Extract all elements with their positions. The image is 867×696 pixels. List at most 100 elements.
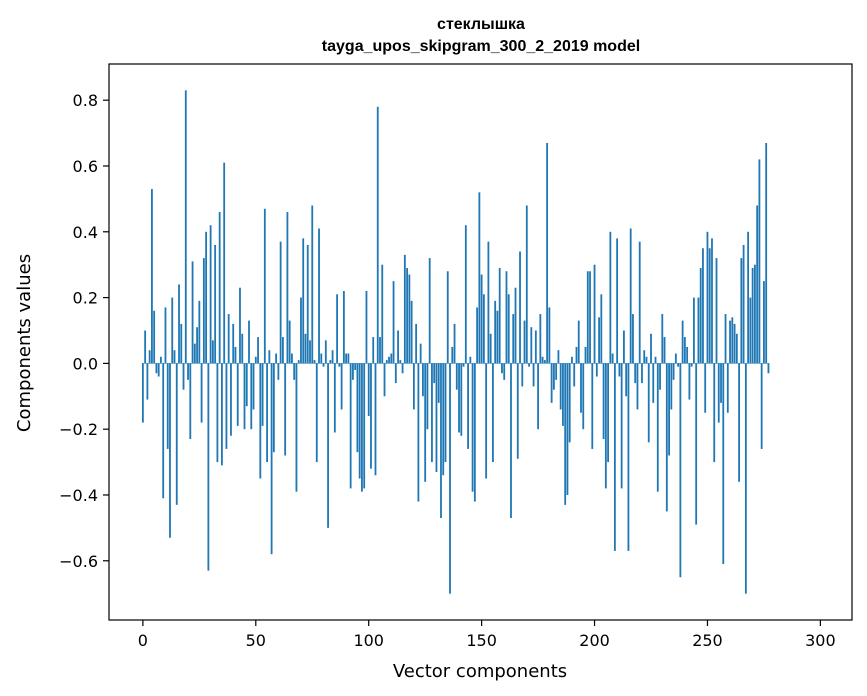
bar: [489, 333, 492, 364]
x-tick-label: 100: [353, 631, 384, 650]
bar: [688, 363, 691, 400]
bar: [288, 320, 291, 364]
bar: [580, 363, 582, 413]
bar: [293, 363, 296, 380]
bar: [162, 363, 165, 499]
plot-frame: [108, 63, 853, 621]
bar: [406, 267, 409, 364]
x-tick-label: 300: [805, 631, 836, 650]
bar: [607, 363, 609, 463]
x-tick-label: 250: [692, 631, 723, 650]
bar: [392, 281, 395, 364]
bar: [187, 363, 189, 380]
bar: [670, 363, 673, 410]
bar: [668, 363, 670, 456]
bar: [272, 363, 275, 453]
bar: [514, 287, 517, 364]
bar: [453, 323, 456, 364]
bar: [175, 363, 178, 505]
bar: [196, 327, 198, 364]
x-tick-label: 150: [466, 631, 497, 650]
bar: [252, 363, 255, 410]
bar: [532, 363, 535, 387]
bar: [512, 314, 515, 364]
bar: [399, 360, 402, 364]
bar: [155, 363, 158, 374]
chart-title: стеклышка: [437, 16, 525, 33]
bar: [284, 363, 287, 456]
bar: [223, 162, 226, 364]
bar: [763, 281, 765, 364]
bar: [178, 284, 180, 364]
bar: [573, 363, 576, 387]
bar: [322, 363, 325, 367]
bar: [230, 363, 232, 436]
bar: [424, 363, 427, 482]
bar: [354, 363, 357, 370]
bar: [525, 205, 528, 364]
bar: [202, 258, 205, 364]
bar: [674, 353, 677, 364]
bar: [232, 323, 235, 364]
bar: [419, 343, 422, 364]
bar: [711, 238, 713, 364]
bar: [218, 212, 221, 364]
bar: [250, 363, 253, 430]
bar: [593, 264, 596, 364]
bar: [724, 314, 727, 364]
bar: [338, 363, 341, 367]
bar: [469, 356, 472, 364]
bar: [342, 291, 345, 364]
bar: [654, 356, 657, 364]
bar: [731, 317, 734, 364]
x-tick-label: 200: [579, 631, 610, 650]
bar: [636, 363, 639, 410]
bar: [720, 363, 722, 403]
bar: [638, 241, 641, 364]
bar: [704, 363, 707, 413]
bar: [510, 363, 512, 519]
bar: [473, 363, 476, 502]
bar: [446, 271, 449, 364]
bar: [471, 363, 474, 492]
bar: [738, 363, 740, 482]
bar: [370, 363, 372, 469]
bar: [568, 363, 571, 443]
bar: [742, 244, 745, 364]
bar: [200, 363, 203, 423]
bars-group: [141, 90, 770, 594]
bar: [462, 363, 465, 367]
bar: [381, 264, 384, 364]
bar: [385, 360, 388, 364]
bar: [571, 356, 573, 364]
bar: [388, 356, 390, 364]
bar: [433, 363, 436, 384]
bar: [403, 254, 406, 364]
bar: [507, 294, 510, 364]
bar: [546, 142, 549, 364]
bar: [313, 360, 316, 364]
bar: [442, 363, 445, 476]
bar: [248, 320, 250, 364]
bar: [652, 363, 655, 403]
bar: [216, 363, 219, 463]
bar: [182, 363, 185, 390]
bar: [586, 271, 589, 364]
y-tick-label: 0.8: [73, 91, 98, 110]
x-tick-label: 50: [246, 631, 266, 650]
bar: [408, 274, 411, 364]
bar: [295, 363, 298, 492]
bar: [458, 363, 460, 433]
bar: [304, 333, 307, 364]
bar: [632, 314, 634, 364]
bar: [625, 363, 628, 397]
bar: [173, 350, 176, 364]
bar: [410, 300, 413, 364]
bar: [358, 363, 361, 479]
bar: [677, 363, 680, 367]
bar: [679, 363, 682, 578]
bar: [367, 363, 370, 417]
bar: [309, 340, 311, 364]
bar: [198, 300, 201, 364]
